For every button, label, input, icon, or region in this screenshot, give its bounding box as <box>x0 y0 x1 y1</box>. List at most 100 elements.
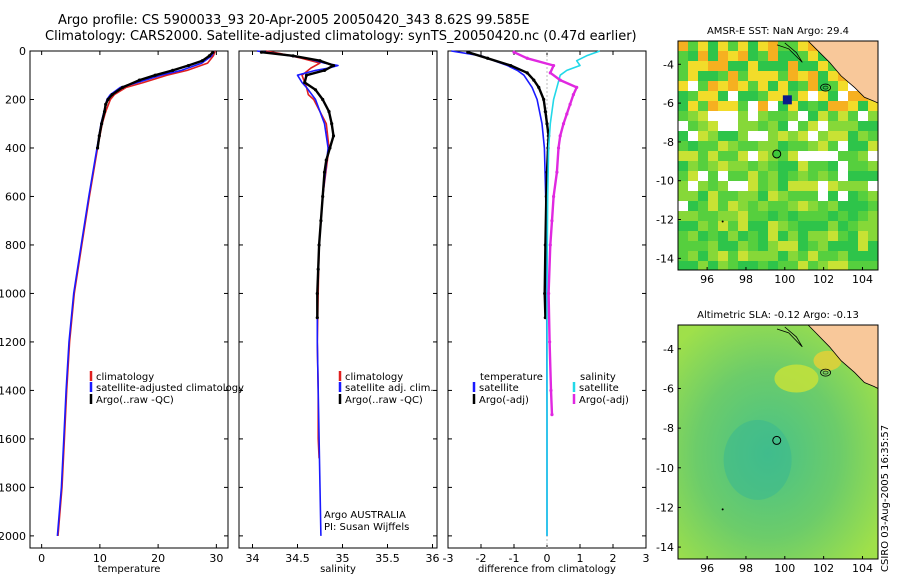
sst-cell <box>798 61 808 71</box>
x-axis-label: temperature <box>98 564 161 575</box>
sst-cell <box>738 201 748 211</box>
sst-cell <box>788 181 798 191</box>
sst-cell <box>858 121 868 131</box>
sst-cell <box>848 191 858 201</box>
argo-position-marker <box>772 435 782 445</box>
sst-cell <box>738 181 748 191</box>
sst-cell <box>698 251 708 261</box>
sst-cell <box>838 81 848 91</box>
sst-cell <box>818 231 828 241</box>
sst-cell <box>868 241 878 251</box>
sst-cell <box>718 201 728 211</box>
data-point <box>549 388 553 393</box>
sst-cell <box>678 141 688 151</box>
sst-cell <box>768 191 778 201</box>
sst-cell <box>768 241 778 251</box>
y-tick-label: -10 <box>656 175 674 188</box>
data-point <box>555 170 559 174</box>
sst-cell <box>868 171 878 181</box>
sst-cell <box>748 51 758 61</box>
sst-cell <box>698 41 708 51</box>
series-salinity-satellite <box>546 50 601 536</box>
sst-cell <box>808 121 818 131</box>
sst-cell <box>848 131 858 141</box>
sst-cell <box>818 141 828 151</box>
sst-cell <box>778 251 788 261</box>
x-tick-label: 20 <box>151 552 165 565</box>
sst-cell <box>758 101 768 111</box>
sst-cell <box>838 151 848 161</box>
sst-cell <box>738 241 748 251</box>
sst-cell <box>828 191 838 201</box>
sst-cell <box>738 41 748 51</box>
sst-cell <box>868 131 878 141</box>
sst-cell <box>728 181 738 191</box>
data-point <box>550 413 554 417</box>
sst-cell <box>738 221 748 231</box>
sst-cell <box>768 211 778 221</box>
legend-argo-label: Argo(..raw -QC) <box>96 395 174 406</box>
sst-cell <box>838 251 848 261</box>
sst-cell <box>778 201 788 211</box>
sst-cell <box>778 41 788 51</box>
sst-cell <box>698 191 708 201</box>
sst-cell <box>818 131 828 141</box>
data-point <box>558 78 562 82</box>
sst-cell <box>748 141 758 151</box>
legend-climatology-label: climatology <box>345 372 403 383</box>
sst-cell <box>748 261 758 270</box>
sst-cell <box>768 101 778 111</box>
profile-panels: 0 10 20 30020040060080010001200140016001800… <box>0 45 650 575</box>
sst-cell <box>688 241 698 251</box>
sst-cell <box>738 151 748 161</box>
legend-difference: temperaturesatelliteArgo(-adj)salinitysa… <box>472 372 629 406</box>
sst-cell <box>758 41 768 51</box>
data-point <box>207 54 211 58</box>
x-tick-label: 96 <box>700 273 714 286</box>
x-tick-label: 34 <box>246 552 260 565</box>
sst-cell <box>808 51 818 61</box>
sst-cell <box>708 61 718 71</box>
sst-cell <box>858 241 868 251</box>
y-tick-label: -6 <box>663 97 674 110</box>
sst-cell <box>758 121 768 131</box>
sst-cell <box>748 191 758 201</box>
y-tick-label: -10 <box>656 462 674 475</box>
data-point <box>318 59 322 63</box>
sst-cell <box>718 51 728 61</box>
sst-cell <box>748 181 758 191</box>
data-point <box>543 243 547 247</box>
sst-cell <box>708 261 718 270</box>
sst-cell <box>868 181 878 191</box>
sst-cell <box>718 141 728 151</box>
sst-cell <box>698 101 708 111</box>
sst-cell <box>818 171 828 181</box>
sst-cell <box>728 71 738 81</box>
sst-cell <box>758 51 768 61</box>
data-point <box>565 112 569 116</box>
y-tick-label: 1600 <box>0 433 26 446</box>
data-point <box>304 73 309 77</box>
sst-cell <box>688 171 698 181</box>
sst-cell <box>708 111 718 121</box>
sst-cell <box>848 181 858 191</box>
data-point <box>322 170 327 174</box>
sst-cell <box>688 181 698 191</box>
sst-cell <box>788 211 798 221</box>
sst-cell <box>858 181 868 191</box>
sst-cell <box>808 91 818 101</box>
sst-cell <box>738 211 748 221</box>
sst-cell <box>818 111 828 121</box>
sst-cell <box>698 161 708 171</box>
y-tick-label: 800 <box>5 239 26 252</box>
sst-cell <box>688 211 698 221</box>
sst-cell <box>868 211 878 221</box>
sst-cell <box>708 211 718 221</box>
sst-cell <box>858 141 868 151</box>
data-point <box>525 71 529 75</box>
sst-cell <box>818 251 828 261</box>
sst-cell <box>778 61 788 71</box>
sst-cell <box>708 241 718 251</box>
sst-cell <box>758 231 768 241</box>
sst-cell <box>748 231 758 241</box>
